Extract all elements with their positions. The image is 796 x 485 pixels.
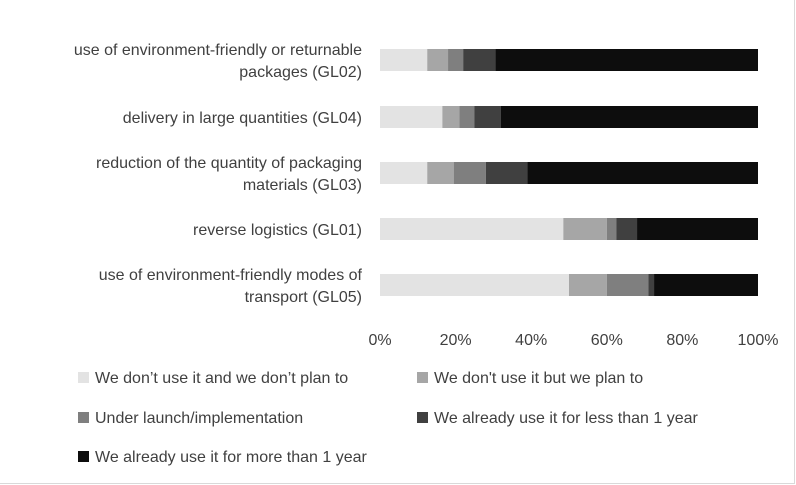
bar-segment-4-1 [380,218,564,240]
bar-segment-5-1 [380,274,569,296]
category-label-line: packages (GL02) [239,64,362,81]
category-label-line: materials (GL03) [243,177,362,194]
legend-swatch [78,372,89,383]
category-label: delivery in large quantities (GL04) [123,110,362,127]
category-label: reduction of the quantity of packaging ma… [96,155,362,194]
category-label: use of environment-friendly modes of tran… [99,267,363,306]
legend: We don’t use it and we don’t plan to We d… [78,370,699,466]
bar-segment-4-5 [637,218,758,240]
bar-segment-2-4 [474,106,501,128]
legend-label: We already use it for more than 1 year [95,449,368,466]
bars-group [380,49,758,296]
bar-segment-3-2 [427,162,454,184]
category-label-line: transport (GL05) [245,289,362,306]
category-label: use of environment-friendly or returnabl… [74,42,362,81]
x-tick-label: 60% [591,332,623,349]
bar-segment-2-3 [459,106,475,128]
bar-segment-4-2 [563,218,607,240]
legend-swatch [417,412,428,423]
x-tick-label: 20% [440,332,472,349]
bar-segment-3-1 [380,162,428,184]
category-label-line: reverse logistics (GL01) [193,222,362,239]
bar-segment-3-4 [485,162,528,184]
category-label-line: delivery in large quantities (GL04) [123,110,362,127]
legend-swatch [78,451,89,462]
bar-segment-5-5 [654,274,758,296]
legend-swatch [78,412,89,423]
x-tick-label: 100% [738,332,779,349]
x-tick-label: 0% [368,332,391,349]
bar-segment-1-5 [495,49,758,71]
legend-label: Under launch/implementation [95,410,303,427]
bar-segment-5-3 [606,274,649,296]
bar-segment-1-1 [380,49,428,71]
category-label: reverse logistics (GL01) [193,222,362,239]
bar-segment-2-2 [442,106,460,128]
bar-segment-4-3 [606,218,617,240]
x-tick-label: 80% [666,332,698,349]
bar-segment-3-5 [527,162,758,184]
legend-label: We already use it for less than 1 year [434,410,699,427]
bar-segment-1-2 [427,49,449,71]
bar-segment-4-4 [616,218,638,240]
category-labels: use of environment-friendly or returnabl… [74,42,363,306]
bar-segment-5-4 [648,274,655,296]
bar-segment-1-3 [448,49,464,71]
bar-segment-5-2 [569,274,607,296]
bar-segment-1-4 [463,49,496,71]
legend-swatch [417,372,428,383]
x-axis: 0% 20% 40% 60% 80% 100% [368,332,778,349]
bar-segment-2-5 [500,106,758,128]
category-label-line: use of environment-friendly modes of [99,267,363,284]
bar-segment-3-3 [453,162,486,184]
bar-segment-2-1 [380,106,443,128]
legend-label: We don’t use it and we don’t plan to [95,370,348,387]
x-tick-label: 40% [515,332,547,349]
category-label-line: use of environment-friendly or returnabl… [74,42,362,59]
legend-label: We don't use it but we plan to [434,370,643,387]
category-label-line: reduction of the quantity of packaging [96,155,362,172]
